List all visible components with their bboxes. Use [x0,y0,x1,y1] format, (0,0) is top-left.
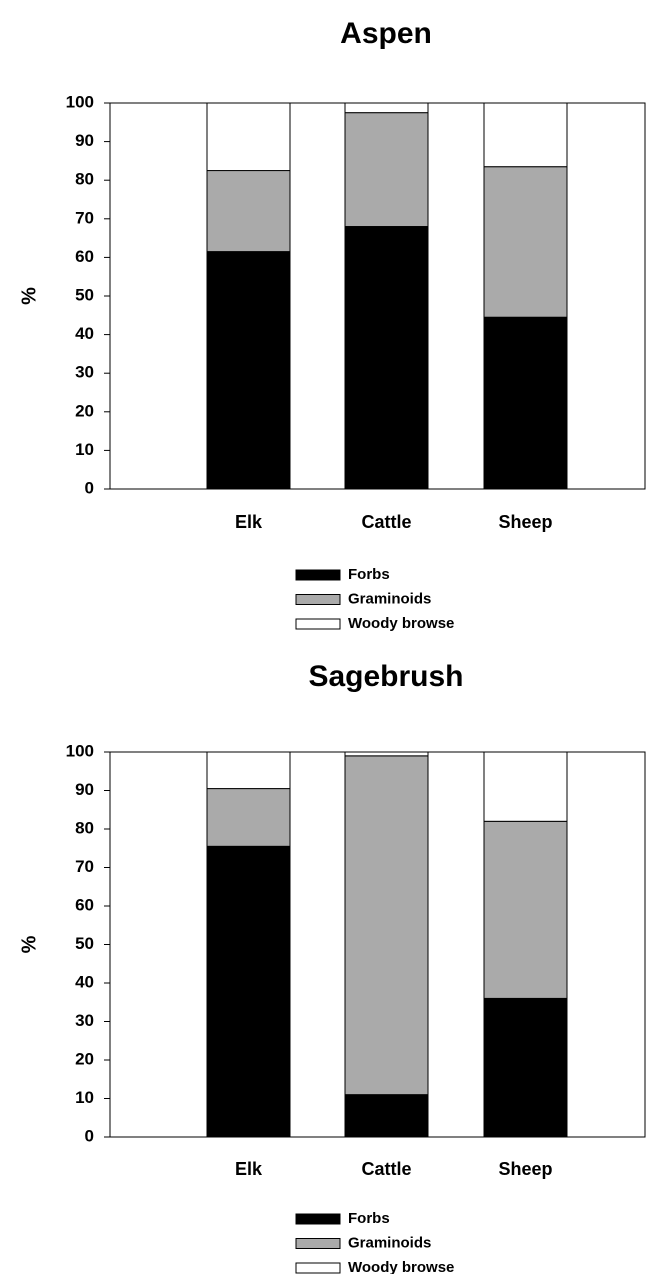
y-tick-label: 30 [75,1011,94,1030]
legend-swatch [295,618,341,630]
legend-swatch [295,1238,341,1249]
legend-swatch [295,569,341,581]
x-tick-label: Cattle [361,512,411,532]
y-axis-label: % [18,935,40,953]
legend-label: Woody browse [348,1259,454,1274]
legend-swatch [295,1213,341,1225]
x-tick-label: Cattle [361,1159,411,1179]
y-tick-label: 0 [85,478,94,497]
x-tick-label: Elk [235,1159,263,1179]
x-tick-label: Sheep [498,1159,552,1179]
bar-segment [206,751,291,790]
bar-segment [344,112,429,228]
y-tick-label: 70 [75,208,94,227]
chart-title: Aspen [340,17,432,50]
y-axis-label: % [18,287,40,305]
y-tick-label: 90 [75,131,94,150]
bar-segment [483,316,568,490]
legend-label: Graminoids [348,590,431,607]
bar-segment [483,102,568,168]
bar-segment [344,751,429,757]
bar-segment [206,251,291,490]
bar-segment [483,751,568,822]
y-tick-label: 20 [75,401,94,420]
plot-frame [109,102,646,490]
y-tick-label: 20 [75,1049,94,1068]
y-tick-label: 10 [75,440,94,459]
legend-swatch [295,594,341,605]
legend-label: Forbs [348,566,390,583]
y-tick-label: 60 [75,895,94,914]
y-tick-label: 60 [75,247,94,266]
legend-label: Forbs [348,1210,390,1227]
y-tick-label: 70 [75,857,94,876]
bar-segment [206,170,291,253]
x-tick-label: Sheep [498,512,552,532]
y-tick-label: 30 [75,363,94,382]
bar-segment [206,102,291,172]
y-tick-label: 50 [75,934,94,953]
y-tick-label: 50 [75,285,94,304]
bar-segment [483,997,568,1138]
y-tick-label: 10 [75,1088,94,1107]
bar-segment [206,788,291,847]
legend-label: Woody browse [348,615,454,632]
y-tick-label: 100 [66,741,94,760]
plot-frame [109,751,646,1138]
x-tick-label: Elk [235,512,263,532]
legend-label: Graminoids [348,1234,431,1251]
y-tick-label: 40 [75,972,94,991]
chart-title: Sagebrush [308,660,463,693]
y-tick-label: 100 [66,92,94,111]
y-tick-label: 80 [75,818,94,837]
bar-segment [344,226,429,490]
bar-segment [344,1094,429,1138]
y-tick-label: 80 [75,170,94,189]
y-tick-label: 90 [75,780,94,799]
bar-segment [483,166,568,318]
y-tick-label: 0 [85,1126,94,1145]
legend-swatch [295,1262,341,1274]
y-tick-label: 40 [75,324,94,343]
bar-segment [344,102,429,114]
bar-segment [344,755,429,1096]
bar-segment [206,845,291,1138]
bar-segment [483,820,568,999]
